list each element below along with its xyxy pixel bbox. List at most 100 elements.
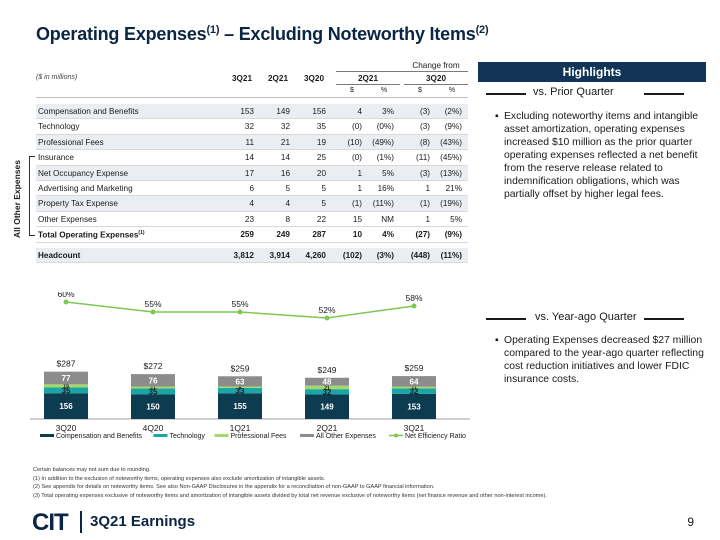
vs-prior-quarter-label: vs. Prior Quarter	[533, 86, 614, 98]
table-cell: (3)	[419, 168, 430, 178]
table-cell: (11%)	[372, 199, 394, 209]
data-label: 32	[323, 388, 332, 397]
footnote: (1) In addition to the exclusion of note…	[33, 475, 326, 482]
bar-segment	[392, 386, 436, 389]
legend-label: All Other Expenses	[316, 433, 376, 440]
table-cell: (3%)	[376, 250, 394, 260]
table-cell: 153	[240, 107, 254, 116]
table-cell: 32	[244, 122, 254, 132]
table-row: Headcount 3,812 3,914 4,260 (102) (3%) (448) (1…	[36, 247, 468, 263]
footnotes: Certain balances may not sum due to roun…	[33, 466, 693, 500]
table-cell: (2%)	[444, 107, 462, 116]
table-cell: (1%)	[376, 153, 394, 163]
table-cell: (0%)	[376, 122, 394, 132]
bar-segment	[218, 376, 262, 387]
table-cell: 4	[357, 107, 362, 116]
x-tick-label: 2Q21	[317, 423, 338, 433]
col-header: 3Q20	[303, 74, 325, 83]
bar-segment	[44, 387, 88, 394]
table-cell: (102)	[342, 250, 362, 260]
group-header: 2Q21	[357, 74, 379, 83]
data-label: 155	[233, 402, 247, 411]
col-header: 2Q21	[267, 74, 289, 83]
efficiency-ratio-point	[150, 309, 156, 315]
row-label: Property Tax Expense	[38, 199, 118, 209]
table-row: Technology 32 32 35 (0) (0%) (3) (9%)	[36, 119, 468, 135]
row-label: Professional Fees	[38, 137, 104, 147]
cit-logo: CIT	[32, 509, 69, 536]
all-other-expenses-brace	[29, 156, 35, 236]
row-label: Insurance	[38, 153, 74, 163]
page-number: 9	[687, 515, 694, 529]
col-header: 3Q21	[231, 74, 253, 83]
efficiency-ratio-label: 55%	[144, 299, 161, 309]
bar-segment	[131, 388, 175, 395]
table-cell: 16	[280, 168, 290, 178]
table-cell: 4	[249, 199, 254, 209]
table-cell: 22	[316, 214, 326, 224]
row-label: Advertising and Marketing	[38, 183, 133, 193]
table-cell: (27)	[415, 230, 430, 240]
table-cell: (9%)	[444, 122, 462, 132]
prior-quarter-bullet: ▪ Excluding noteworthy items and intangi…	[495, 111, 699, 200]
table-cell: 249	[276, 230, 290, 240]
legend-swatch	[214, 434, 229, 437]
data-label: 32	[410, 387, 419, 396]
total-label: $249	[318, 365, 337, 375]
table-cell: 3,812	[233, 250, 255, 260]
table-cell: (10)	[347, 137, 362, 147]
data-label: 153	[407, 402, 421, 411]
efficiency-ratio-point	[237, 309, 243, 315]
bar-segment	[305, 385, 349, 390]
footnote: (2) See appendix for details on notewort…	[33, 484, 435, 491]
efficiency-ratio-label: 60%	[57, 292, 74, 299]
legend-swatch	[40, 434, 54, 437]
table-cell: (49%)	[372, 137, 394, 147]
legend-swatch	[300, 434, 314, 437]
data-label: 76	[149, 376, 158, 385]
x-tick-label: 3Q21	[404, 423, 425, 433]
table-cell: (13%)	[440, 168, 462, 178]
table-cell: 14	[244, 153, 254, 163]
data-label: 149	[320, 403, 334, 412]
table-cell: 5%	[450, 214, 462, 224]
table-row: Property Tax Expense 4 4 5 (1) (11%) (1) (19%)	[36, 196, 468, 212]
table-cell: 21%	[445, 183, 462, 193]
table-cell: (1)	[351, 199, 362, 209]
efficiency-ratio-point	[324, 315, 330, 321]
table-cell: 21	[280, 137, 290, 147]
table-cell: 8	[285, 214, 290, 224]
row-label: Total Operating Expenses(1)	[38, 230, 145, 240]
table-cell: (3)	[419, 107, 430, 116]
legend-label: Net Efficiency Ratio	[405, 433, 466, 440]
bar-segment	[305, 377, 349, 386]
change-from-header: Change from	[412, 61, 460, 70]
table-cell: 1	[425, 183, 430, 193]
table-cell: (0)	[351, 122, 362, 132]
table-cell: (11)	[416, 153, 430, 163]
units-label: ($ in millions)	[36, 74, 78, 81]
data-label: 77	[62, 374, 71, 383]
data-label: 35	[62, 386, 71, 395]
bar-segment	[44, 393, 88, 419]
operating-expenses-chart: 156351977$2873Q20150351176$2724Q20155338…	[30, 292, 470, 440]
x-tick-label: 1Q21	[230, 423, 251, 433]
sub-header: $	[418, 87, 422, 94]
bar-segment	[131, 386, 175, 389]
data-label: 150	[146, 403, 160, 412]
vs-year-ago-label: vs. Year-ago Quarter	[535, 311, 637, 323]
bar-segment	[392, 393, 436, 419]
total-label: $272	[144, 361, 163, 371]
data-label: 35	[149, 387, 158, 396]
table-cell: 1	[425, 214, 430, 224]
table-cell: 14	[280, 153, 290, 163]
table-cell: 23	[244, 214, 254, 224]
bullet-icon: ▪	[495, 335, 499, 346]
legend-label: Technology	[170, 433, 206, 440]
table-cell: (1)	[419, 199, 430, 209]
data-label: 21	[324, 385, 330, 391]
sub-header: %	[448, 87, 456, 94]
table-cell: 10	[352, 230, 362, 240]
table-cell: (45%)	[440, 153, 462, 163]
bar-segment	[44, 384, 88, 388]
